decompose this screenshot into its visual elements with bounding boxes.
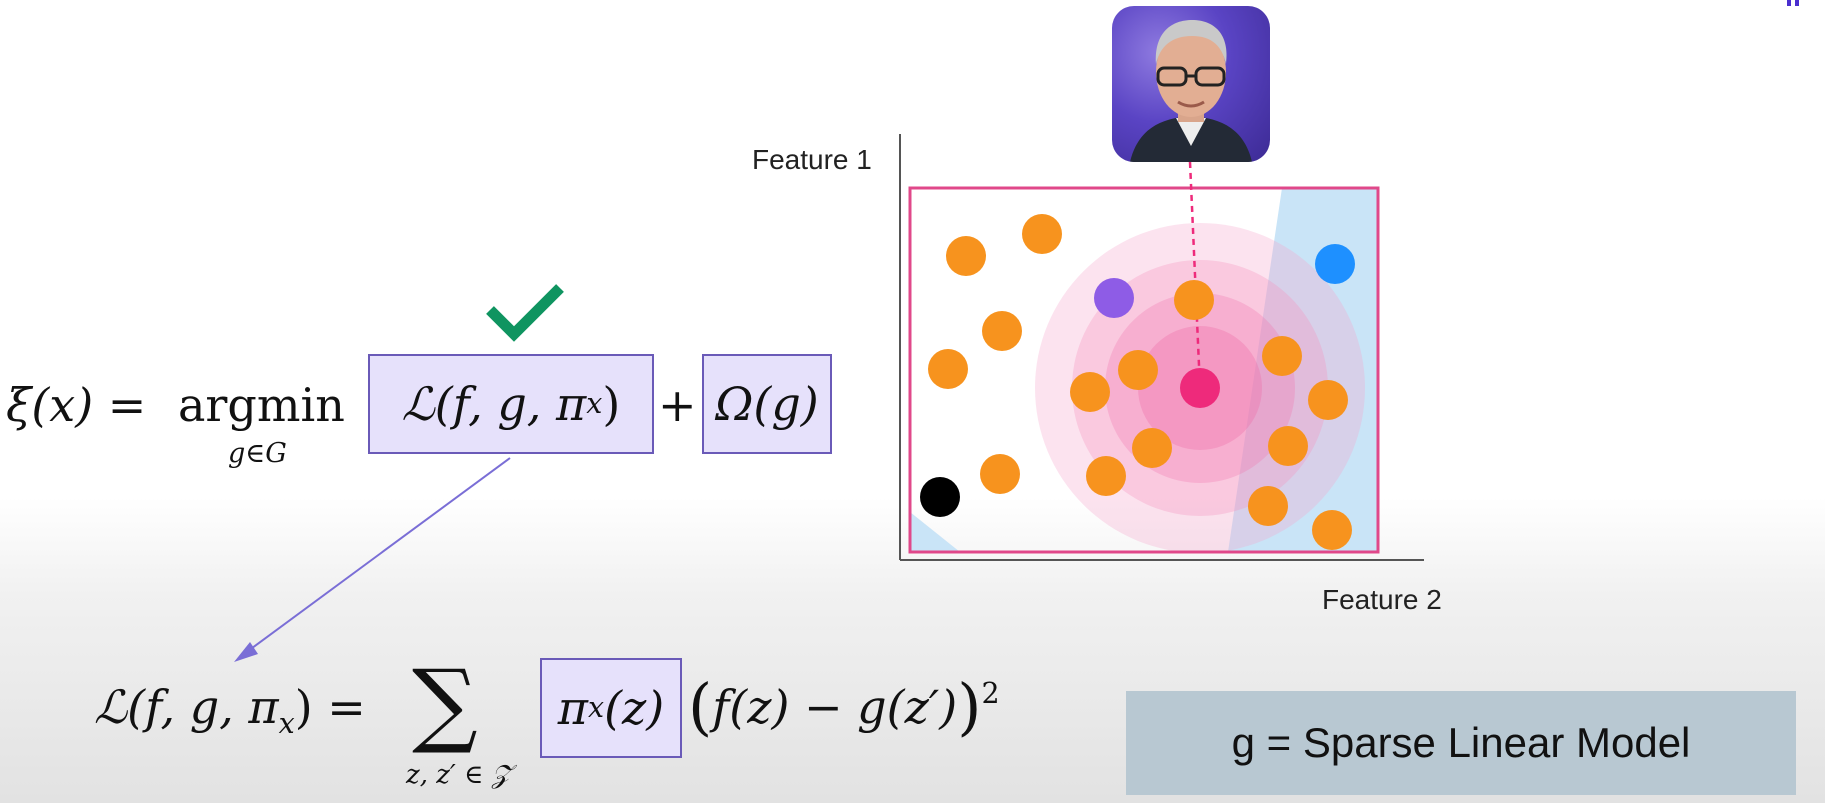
sample-point (1308, 380, 1348, 420)
y-axis-label: Feature 1 (752, 144, 872, 175)
pi-term-subscript: x (588, 690, 605, 724)
sample-point (1262, 336, 1302, 376)
objective-formula: ξ(x) = argmin g∈G (6, 358, 836, 467)
proximity-term-box: π x (z) (540, 658, 682, 758)
x-axis-label: Feature 2 (1322, 584, 1442, 615)
argmin-word: argmin (178, 378, 345, 432)
pi-term: π (557, 681, 588, 735)
loss-def-lhs-text: ℒ(f, g, π (94, 680, 279, 734)
sample-point (980, 454, 1020, 494)
model-label: g = Sparse Linear Model (1231, 719, 1691, 766)
argmin-subscript: g∈G (228, 438, 287, 469)
pi-term-arg: (z) (604, 681, 665, 735)
residual-power: 2 (981, 677, 1000, 711)
sample-point-purple (1094, 278, 1134, 318)
sample-point (1132, 428, 1172, 468)
residual-body: f(z) − g(z′) (712, 680, 958, 735)
loss-def-lhs-subscript: x (278, 706, 295, 740)
arrow-connector (234, 457, 511, 662)
residual-term: (f(z) − g(z′))2 (688, 675, 1000, 756)
sample-point-black (920, 477, 960, 517)
loss-def-lhs: ℒ(f, g, πx) = (94, 684, 366, 738)
loss-definition-formula: ℒ(f, g, πx) = ∑ z, z′ ∈ 𝒵 (94, 650, 1054, 800)
omega-term: Ω(g) (715, 377, 819, 431)
speaker-portrait (1112, 6, 1270, 162)
regularizer-term-box: Ω(g) (702, 354, 832, 454)
target-instance-point (1180, 368, 1220, 408)
plus-sign: + (658, 378, 697, 432)
loss-term-box: ℒ(f, g, π x) (368, 354, 654, 454)
plot-frame (908, 186, 1380, 554)
sample-point (1118, 350, 1158, 390)
loss-term-close: ) (602, 377, 621, 431)
sum-symbol: ∑ (412, 650, 478, 757)
loss-def-lhs-close: ) = (294, 680, 366, 734)
corner-accent-mark (1787, 0, 1799, 6)
residual-open-paren: ( (688, 670, 713, 743)
sample-point (1022, 214, 1062, 254)
sample-point (1070, 372, 1110, 412)
sample-point (1086, 456, 1126, 496)
loss-term-subscript: x (586, 386, 603, 420)
sample-point (982, 311, 1022, 351)
residual-close-paren: ) (957, 670, 982, 743)
lime-plot (899, 134, 1424, 561)
sum-subscript: z, z′ ∈ 𝒵 (406, 760, 512, 790)
speaker-portrait-image (1130, 20, 1252, 162)
xi-lhs: ξ(x) = (6, 378, 147, 432)
sample-point-blue (1315, 244, 1355, 284)
sample-point (1174, 280, 1214, 320)
instance-link-line (1188, 161, 1202, 389)
loss-term: ℒ(f, g, π (401, 377, 587, 431)
sample-point (1268, 426, 1308, 466)
sample-point (928, 349, 968, 389)
checkmark-icon (486, 284, 564, 342)
sample-point (1248, 486, 1288, 526)
sample-point (1312, 510, 1352, 550)
model-label-box: g = Sparse Linear Model (1126, 691, 1796, 795)
sample-point (946, 236, 986, 276)
